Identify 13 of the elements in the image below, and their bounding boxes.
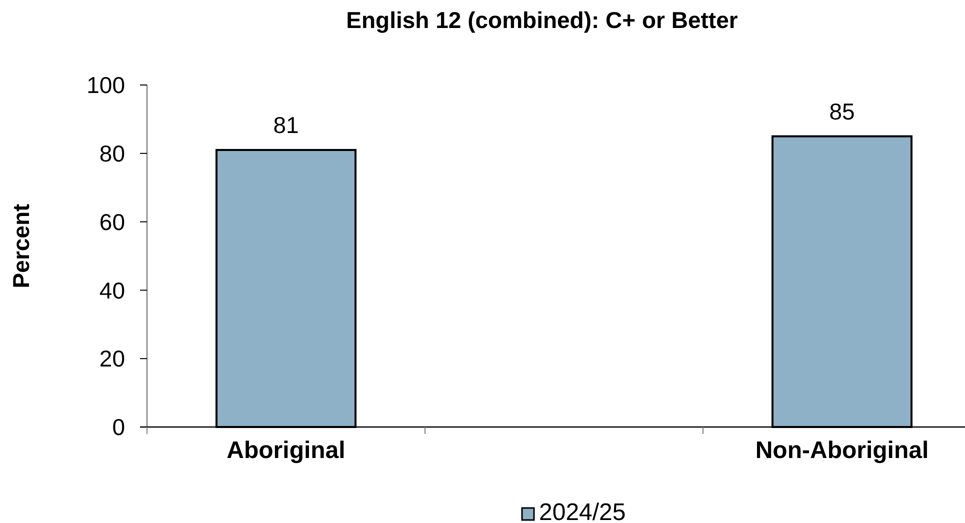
y-tick-label: 60: [99, 208, 125, 235]
y-tick-label: 100: [86, 72, 125, 98]
y-tick-label: 40: [99, 277, 125, 304]
legend-label: 2024/25: [539, 499, 626, 523]
y-tick-label: 80: [99, 140, 125, 166]
y-axis-title: Percent: [8, 203, 34, 288]
x-tick-label: Non-Aboriginal: [755, 437, 929, 464]
y-tick-label: 20: [99, 346, 125, 372]
data-label: 81: [273, 112, 299, 138]
chart-title: English 12 (combined): C+ or Better: [346, 7, 738, 33]
x-tick-label: Aboriginal: [226, 437, 346, 464]
data-label: 85: [829, 98, 855, 124]
y-tick-label: 0: [112, 414, 125, 440]
